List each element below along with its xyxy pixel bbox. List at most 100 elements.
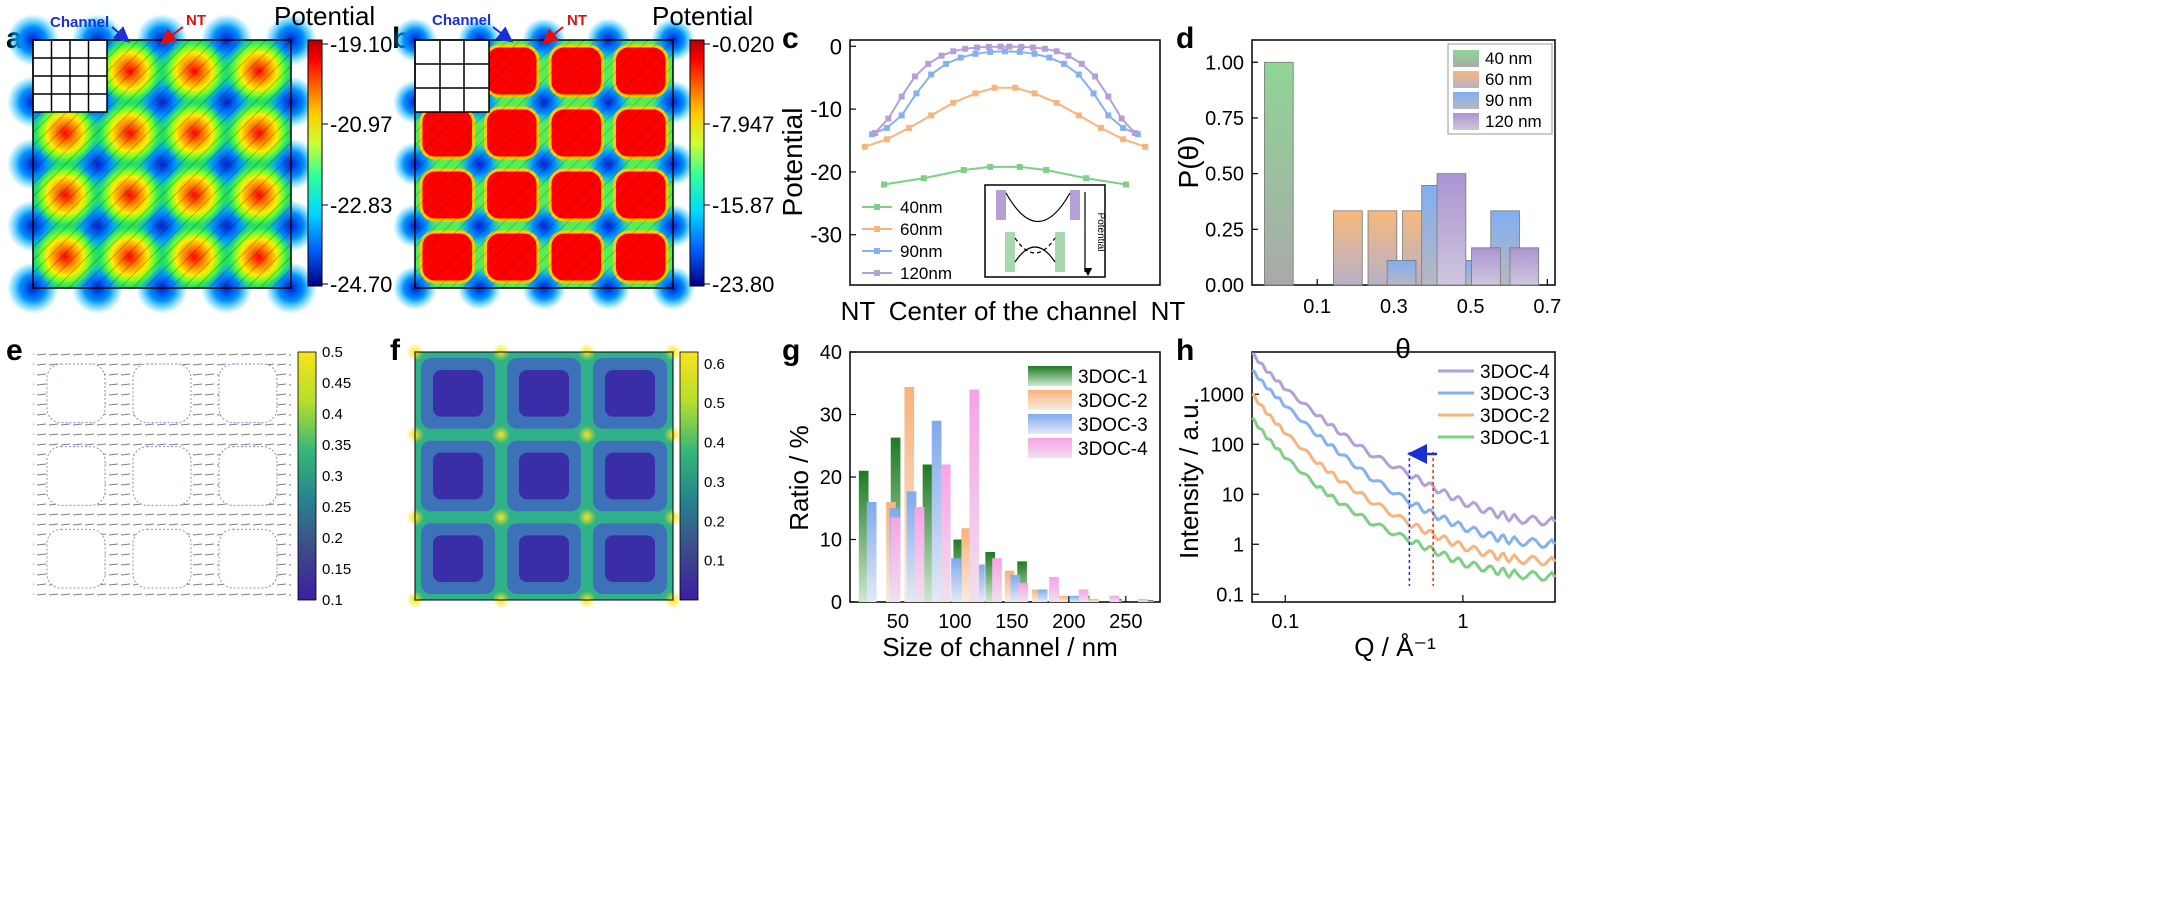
channel-cell-inner	[605, 370, 655, 417]
panel-f-colorbar-ticks: 0.6 0.5 0.4 0.3 0.2 0.1	[704, 356, 725, 570]
legend-label: 3DOC-4	[1078, 439, 1148, 460]
data-point	[1092, 73, 1099, 80]
y-tick-label: 0	[830, 34, 842, 59]
data-point	[1075, 71, 1082, 78]
y-tick-label: 1	[1233, 534, 1244, 556]
channel-cell-inner	[519, 370, 569, 417]
bar	[922, 464, 933, 602]
legend-label: 40 nm	[1485, 49, 1532, 68]
data-point	[1078, 60, 1085, 67]
panel-f-colorbar	[679, 351, 699, 601]
colorbar-tick-label: -19.10	[330, 32, 392, 57]
y-tick-label: 0.1	[1216, 584, 1244, 606]
data-point	[985, 43, 992, 50]
bar	[951, 558, 961, 602]
panel-f-channel-cells	[406, 343, 682, 609]
y-tick-label: 10	[1222, 484, 1244, 506]
data-point	[942, 60, 949, 67]
legend-swatch	[1028, 390, 1072, 410]
series-line-120nm	[874, 45, 1136, 134]
panel-a-colorbar-title: Potential	[274, 1, 375, 31]
channel-cell-inner	[433, 452, 483, 500]
panel-e-channel-cells	[46, 363, 278, 589]
colorbar-tick-label: -20.97	[330, 112, 392, 137]
y-tick-label: 20	[820, 467, 842, 489]
data-point	[1043, 167, 1050, 174]
channel-cell	[218, 363, 278, 424]
colorbar-tick-label: 0.25	[322, 499, 351, 516]
panel-a-nt-arrow	[159, 26, 184, 45]
panel-a: a Channel NT Potential -19.10 -20.97 -22…	[6, 1, 392, 314]
channel-node	[578, 508, 596, 527]
data-point	[1006, 43, 1013, 50]
panel-h: h 0.1 1 10 100 1000 0.1 1 3DOC-43DOC-33DOC-23D…	[1174, 334, 1557, 662]
legend-label: 60 nm	[1485, 70, 1532, 89]
data-point	[885, 115, 892, 122]
panel-f: f 0.6 0.5 0.4 0.3 0.2 0.1	[390, 334, 725, 609]
y-tick-label: 40	[820, 342, 842, 364]
bar	[1018, 583, 1029, 602]
channel-cell-inner	[519, 452, 569, 500]
colorbar-tick-label: -22.83	[330, 193, 392, 218]
legend-swatch	[1453, 92, 1479, 109]
legend-label: 120nm	[900, 264, 952, 283]
panel-g-x-axis-label: Size of channel / nm	[882, 632, 1118, 662]
data-point	[950, 99, 957, 106]
data-point	[1016, 163, 1023, 170]
panel-h-plot-frame	[1251, 351, 1556, 603]
bar	[975, 564, 985, 602]
x-tick-label: 100	[938, 611, 971, 633]
panel-e-colorbar	[297, 351, 317, 601]
x-tick-label: 0.1	[1303, 296, 1331, 318]
legend-label: 3DOC-1	[1480, 428, 1550, 449]
colorbar-tick-label: 0.15	[322, 561, 351, 578]
bar	[858, 470, 869, 602]
legend-label: 3DOC-1	[1078, 367, 1148, 388]
panel-a-colorbar-ticks	[322, 43, 328, 285]
data-point	[1142, 143, 1149, 150]
legend-label: 40nm	[900, 198, 943, 217]
colorbar-tick-label: 0.6	[704, 356, 725, 373]
panel-b-nt-label: NT	[567, 12, 587, 29]
x-tick-label: 1	[1457, 611, 1468, 633]
panel-h-series	[1251, 352, 1557, 586]
colorbar-tick-label: -23.80	[712, 272, 774, 297]
channel-cell-inner	[605, 452, 655, 500]
data-point	[1120, 136, 1127, 143]
panel-a-grid-inset	[32, 39, 108, 113]
panel-a-channel-arrow	[111, 26, 131, 43]
y-tick-label: 0.25	[1205, 219, 1244, 241]
colorbar-tick-label: -15.87	[712, 193, 774, 218]
channel-cell-inner	[605, 535, 655, 582]
channel-cell	[132, 446, 192, 506]
panel-c-x-tick-label: NT	[1151, 296, 1186, 326]
legend-swatch	[1028, 438, 1072, 458]
data-point	[1031, 90, 1038, 97]
panel-d-y-axis-label: P(θ)	[1173, 136, 1204, 189]
data-point	[1075, 112, 1082, 119]
legend-label: 3DOC-4	[1480, 362, 1550, 383]
data-point	[861, 143, 868, 150]
data-point	[928, 112, 935, 119]
panel-f-letter: f	[390, 334, 401, 367]
bar	[931, 420, 942, 602]
panel-d-x-axis-label: θ	[1395, 333, 1411, 364]
colorbar-tick-label: 0.35	[322, 437, 351, 454]
data-point	[1118, 115, 1125, 122]
colorbar-tick-label: 0.3	[322, 468, 343, 485]
legend-label: 3DOC-2	[1078, 391, 1148, 412]
bar	[1004, 570, 1015, 602]
bar	[1386, 260, 1417, 286]
data-point	[898, 112, 905, 119]
colorbar-tick-label: 0.45	[322, 375, 351, 392]
y-tick-label: -20	[810, 160, 842, 185]
data-point	[1030, 44, 1037, 51]
data-point	[1097, 124, 1104, 131]
data-point	[972, 90, 979, 97]
series-line-40nm	[883, 165, 1127, 186]
data-point	[898, 93, 905, 100]
panel-h-y-axis-label: Intensity / a.u.	[1174, 397, 1204, 559]
data-point	[973, 44, 980, 51]
colorbar-tick-label: 0.5	[704, 395, 725, 412]
